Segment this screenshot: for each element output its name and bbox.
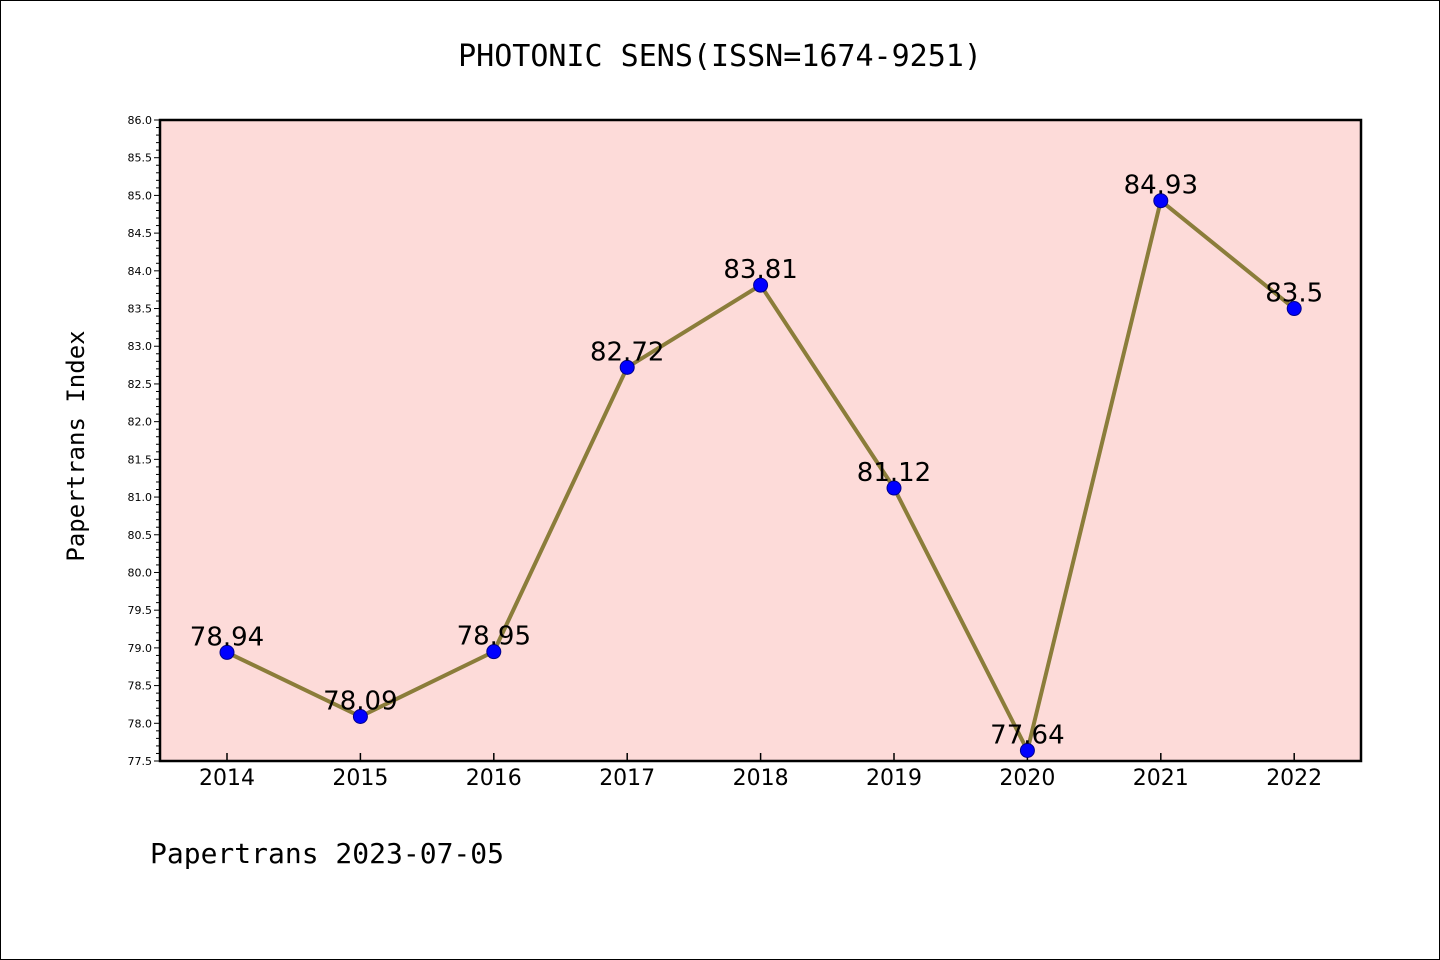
y-tick-label: 84.5 <box>128 227 153 240</box>
data-point <box>1019 742 1035 758</box>
data-label: 78.95 <box>457 622 531 652</box>
chart-title: PHOTONIC SENS(ISSN=1674-9251) <box>458 39 982 74</box>
y-tick-label: 81.0 <box>128 491 153 504</box>
data-point <box>352 709 368 725</box>
x-tick-label: 2014 <box>199 766 255 791</box>
y-tick-label: 80.5 <box>128 529 153 542</box>
plot-border <box>158 118 1363 763</box>
x-tick-label: 2018 <box>733 766 789 791</box>
y-tick-label: 79.5 <box>128 604 153 617</box>
data-point <box>1153 193 1169 209</box>
data-label: 78.94 <box>190 622 264 652</box>
data-label: 83.81 <box>723 255 797 285</box>
x-tick-label: 2020 <box>999 766 1055 791</box>
x-tick-label: 2017 <box>599 766 655 791</box>
x-tick-label: 2015 <box>332 766 388 791</box>
y-tick-label: 83.0 <box>128 340 153 353</box>
data-point <box>753 277 769 293</box>
data-label: 84.93 <box>1124 171 1198 201</box>
x-axis-ticks: 2014 2015 2016 2017 2018 2019 2020 2021 2022 <box>199 753 1322 791</box>
y-tick-label: 78.0 <box>128 717 153 730</box>
data-labels: 78.94 78.09 78.95 82.72 83.81 81.12 77.64 84.93… <box>190 171 1323 751</box>
data-label: 82.72 <box>590 337 664 367</box>
x-tick-label: 2019 <box>866 766 922 791</box>
x-tick-label: 2016 <box>466 766 522 791</box>
y-tick-label: 80.0 <box>128 566 153 579</box>
y-tick-label: 85.0 <box>128 189 153 202</box>
y-tick-label: 84.0 <box>128 265 153 278</box>
data-points <box>219 193 1302 758</box>
plot-area <box>160 120 1361 761</box>
y-tick-label: 77.5 <box>128 755 153 768</box>
x-tick-label: 2021 <box>1133 766 1189 791</box>
y-tick-label: 82.5 <box>128 378 153 391</box>
data-label: 77.64 <box>990 720 1064 750</box>
y-tick-label: 82.0 <box>128 416 153 429</box>
data-point <box>486 644 502 660</box>
data-label: 78.09 <box>323 687 397 717</box>
data-label: 83.5 <box>1265 279 1323 309</box>
data-point <box>886 480 902 496</box>
y-tick-label: 79.0 <box>128 642 153 655</box>
footer-text: Papertrans 2023-07-05 <box>150 837 504 870</box>
x-tick-label: 2022 <box>1266 766 1322 791</box>
data-point <box>219 644 235 660</box>
y-tick-label: 78.5 <box>128 680 153 693</box>
y-axis-ticks: 77.5 78.0 78.5 79.0 79.5 80.0 80.5 81.0 81.5 82.0… <box>128 114 160 768</box>
y-tick-label: 85.5 <box>128 152 153 165</box>
y-axis-label: Papertrans Index <box>62 330 90 561</box>
data-point <box>1286 301 1302 317</box>
data-label: 81.12 <box>857 458 931 488</box>
y-tick-label: 83.5 <box>128 303 153 316</box>
y-tick-label: 81.5 <box>128 453 153 466</box>
data-point <box>619 359 635 375</box>
y-tick-label: 86.0 <box>128 114 153 127</box>
